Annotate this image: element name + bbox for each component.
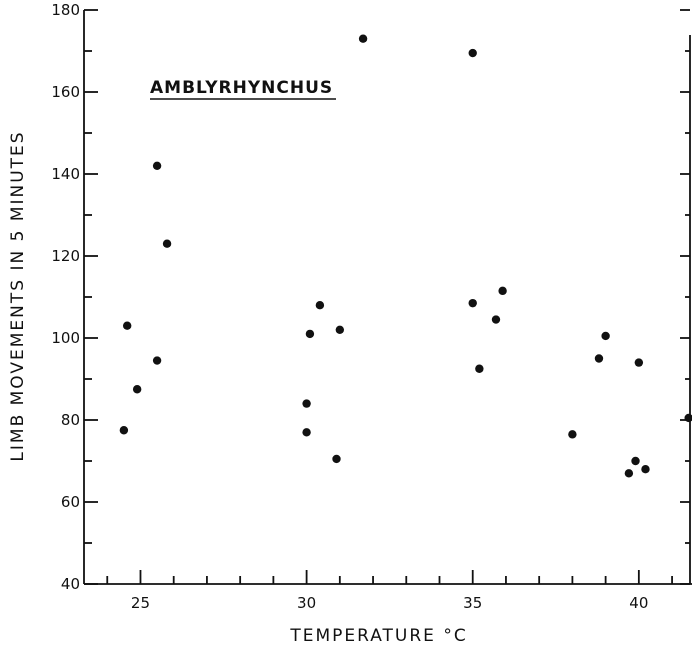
- data-point: [641, 465, 650, 474]
- data-point: [335, 325, 345, 334]
- data-point: [122, 321, 132, 330]
- data-point: [468, 298, 477, 308]
- data-point: [634, 358, 644, 367]
- data-point: [631, 456, 640, 466]
- data-point: [302, 428, 311, 437]
- data-points: [119, 34, 692, 478]
- x-tick-label: 30: [297, 594, 316, 612]
- data-point: [491, 315, 501, 324]
- y-tick-label: 120: [51, 247, 80, 265]
- data-point: [162, 239, 172, 248]
- data-point: [594, 354, 604, 363]
- data-point: [498, 286, 507, 296]
- x-tick-label: 35: [463, 594, 482, 612]
- y-tick-label: 60: [61, 493, 80, 511]
- y-tick-label: 100: [51, 329, 80, 347]
- data-point: [601, 331, 610, 341]
- species-annotation: AMBLYRHYNCHUS: [150, 78, 333, 98]
- data-point: [358, 34, 368, 43]
- data-point: [302, 399, 311, 408]
- data-point: [332, 454, 341, 464]
- data-point: [315, 301, 325, 310]
- y-tick-label: 180: [51, 1, 80, 19]
- data-point: [119, 426, 129, 435]
- y-tick-label: 80: [61, 411, 80, 429]
- data-point: [152, 161, 162, 170]
- data-point: [684, 413, 692, 423]
- data-point: [468, 48, 477, 58]
- x-tick-label: 25: [131, 594, 150, 612]
- y-axis-title: LIMB MOVEMENTS IN 5 MINUTES: [8, 130, 28, 461]
- data-point: [475, 364, 484, 373]
- data-point: [624, 469, 634, 478]
- x-axis-title: TEMPERATURE °C: [289, 626, 467, 646]
- data-point: [305, 329, 315, 339]
- y-tick-label: 140: [51, 165, 80, 183]
- axes: 40 60 80 100 120 140 160 180 25 30 35 40: [51, 1, 692, 612]
- data-point: [132, 385, 142, 394]
- data-point: [568, 430, 577, 439]
- x-tick-label: 40: [629, 594, 648, 612]
- y-tick-label: 160: [51, 83, 80, 101]
- y-tick-label: 40: [61, 575, 80, 593]
- data-point: [152, 356, 162, 365]
